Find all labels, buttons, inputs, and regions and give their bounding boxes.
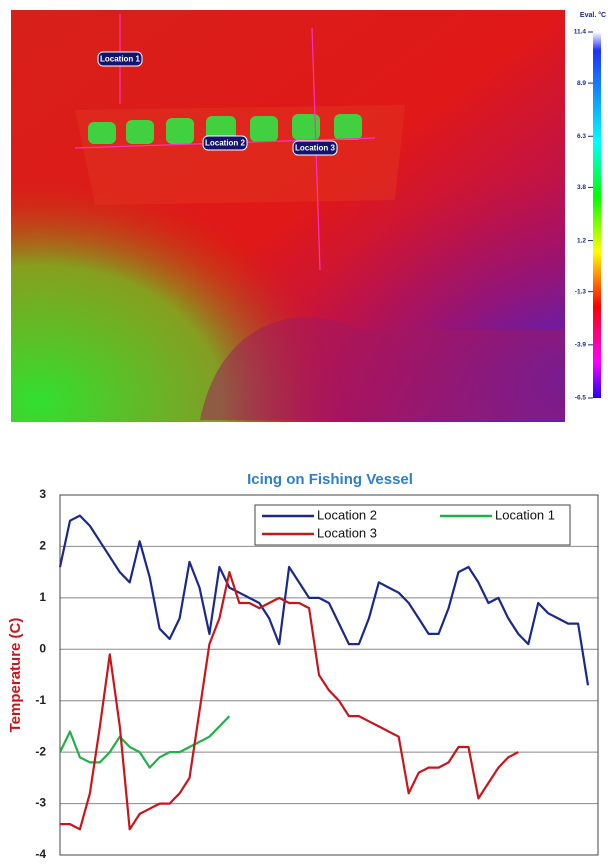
y-tick-label: 0 xyxy=(39,641,46,655)
chart: Icing on Fishing Vessel Temperature (C) -4… xyxy=(7,471,599,861)
colorbar-tick-label: 11.4 xyxy=(574,29,587,36)
legend-label: Location 2 xyxy=(317,507,377,522)
colorbar-tick-label: -6.5 xyxy=(575,395,587,402)
thermal-image xyxy=(11,10,565,422)
marker-label: Location 3 xyxy=(295,144,336,153)
marker-pill xyxy=(202,135,248,151)
marker-label: Location 1 xyxy=(100,55,141,64)
colorbar-tick-label: -1.3 xyxy=(575,288,587,295)
legend: Location 2 Location 1 Location 3 xyxy=(254,504,571,546)
colorbar-tick-label: 3.8 xyxy=(577,184,586,191)
y-tick-label: 1 xyxy=(39,590,46,604)
marker-pill xyxy=(292,140,338,156)
legend-box xyxy=(254,504,571,546)
y-tick-label: -3 xyxy=(35,796,46,810)
legend-label: Location 1 xyxy=(495,507,555,522)
y-tick-label: -1 xyxy=(35,693,46,707)
y-tick-label: -4 xyxy=(35,847,46,861)
y-tick-label: -2 xyxy=(35,744,46,758)
series-line xyxy=(60,571,519,831)
plot-frame xyxy=(59,494,599,856)
legend-label: Location 3 xyxy=(317,525,377,540)
series-line xyxy=(59,715,231,769)
marker-pill xyxy=(97,51,143,67)
colorbar-title: Eval. °C xyxy=(580,11,606,19)
series-line xyxy=(58,514,590,686)
marker-label: Location 2 xyxy=(205,139,246,148)
colorbar-tick-label: 8.9 xyxy=(577,80,586,87)
chart-title: Icing on Fishing Vessel xyxy=(247,471,413,488)
colorbar-tick-label: -3.9 xyxy=(575,342,587,349)
colorbar xyxy=(593,32,601,398)
y-tick-label: 2 xyxy=(39,539,46,553)
colorbar-tick-label: 6.3 xyxy=(577,133,586,140)
colorbar-tick-label: 1.2 xyxy=(577,237,586,244)
y-tick-label: 3 xyxy=(39,487,46,501)
y-axis-label: Temperature (C) xyxy=(7,618,24,733)
